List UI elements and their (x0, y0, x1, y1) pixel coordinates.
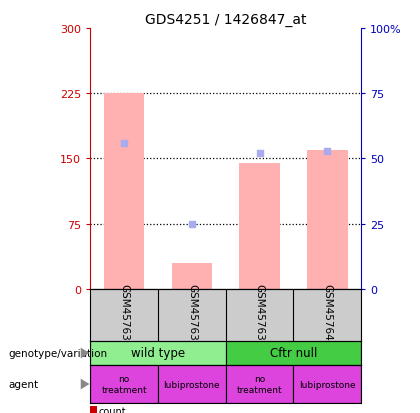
Text: agent: agent (8, 379, 39, 389)
Bar (307, 150, 348, 289)
Text: lubiprostone: lubiprostone (299, 380, 356, 389)
Text: GSM457637: GSM457637 (119, 283, 129, 347)
Text: GSM457640: GSM457640 (322, 283, 332, 347)
Text: lubiprostone: lubiprostone (163, 380, 220, 389)
Bar (226, 341, 361, 366)
Point (324, 148, 331, 154)
Bar (90, 366, 158, 403)
Point (256, 150, 263, 157)
Title: GDS4251 / 1426847_at: GDS4251 / 1426847_at (145, 12, 307, 26)
Bar (158, 366, 226, 403)
Bar (294, 366, 361, 403)
Text: GSM457638: GSM457638 (187, 283, 197, 347)
Text: Cftr null: Cftr null (270, 347, 317, 360)
Bar (172, 263, 212, 289)
Text: no
treatment: no treatment (101, 375, 147, 394)
Bar (104, 94, 144, 289)
Point (121, 140, 128, 147)
Bar (239, 163, 280, 289)
Bar (90, 341, 226, 366)
Text: GSM457639: GSM457639 (255, 283, 265, 347)
Text: genotype/variation: genotype/variation (8, 348, 108, 358)
Bar (226, 366, 294, 403)
Point (189, 221, 195, 227)
Text: no
treatment: no treatment (237, 375, 282, 394)
Text: wild type: wild type (131, 347, 185, 360)
Text: count: count (98, 406, 126, 413)
